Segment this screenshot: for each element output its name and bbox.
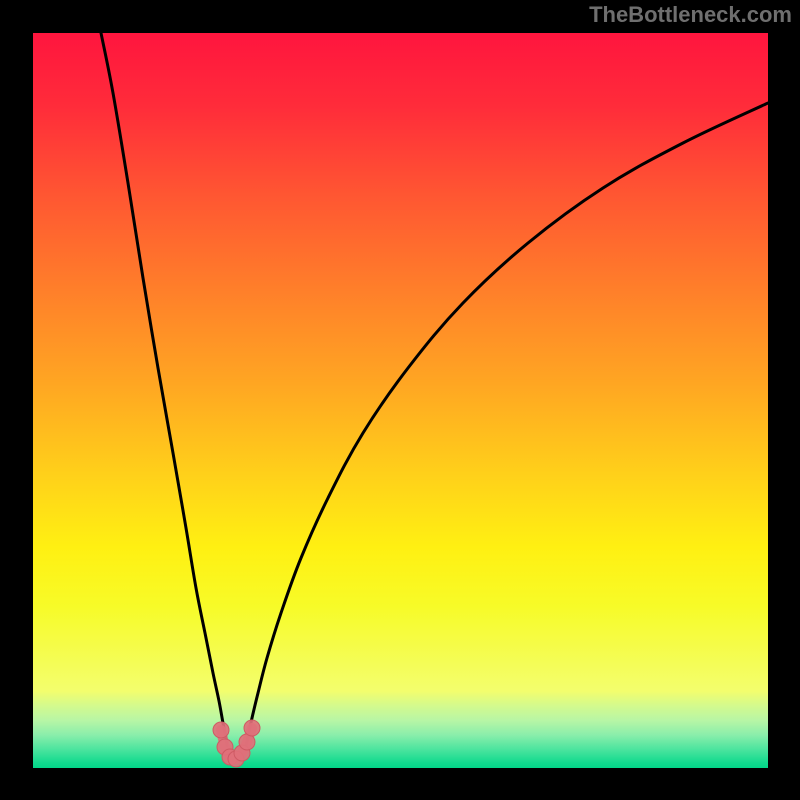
optimal-marker-dot (213, 722, 229, 738)
plot-area (33, 33, 768, 768)
chart-container: TheBottleneck.com (0, 0, 800, 800)
optimal-marker-dot (244, 720, 260, 736)
optimal-marker-group (213, 720, 260, 767)
chart-svg (33, 33, 768, 768)
right-bottleneck-curve (246, 103, 768, 746)
left-bottleneck-curve (101, 33, 227, 746)
watermark-label: TheBottleneck.com (589, 2, 792, 28)
